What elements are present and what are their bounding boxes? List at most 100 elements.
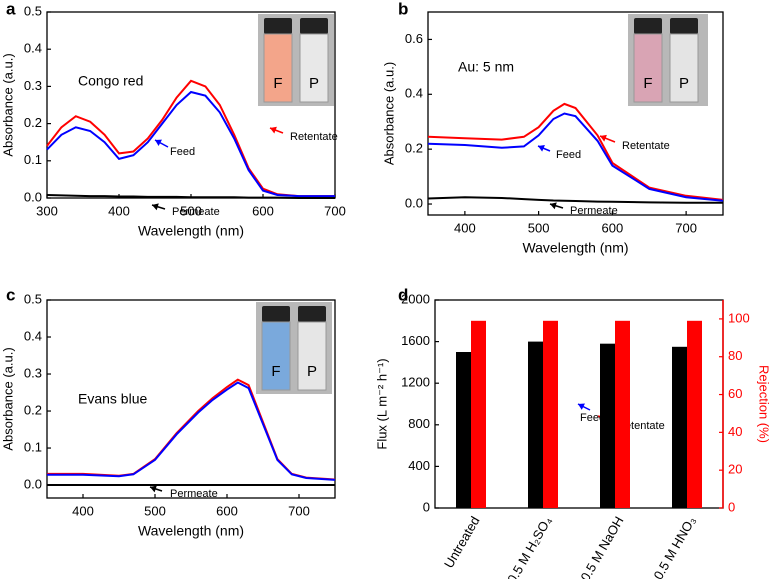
x-axis-title: Wavelength (nm) — [138, 523, 244, 539]
y-tick-label: 0.6 — [405, 31, 423, 46]
x-tick-label: 0.5 M H₂SO₄ — [504, 514, 554, 579]
x-tick-label: 700 — [675, 220, 697, 235]
y-axis-title: Absorbance (a.u.) — [0, 53, 15, 156]
y2-tick-label: 80 — [728, 348, 742, 363]
x-tick-label: 700 — [288, 503, 310, 518]
panel-label: d — [398, 285, 408, 304]
arrow-head — [152, 203, 159, 211]
y2-axis-title: Rejection (%) — [757, 365, 772, 443]
y-tick-label: 0.1 — [24, 152, 42, 167]
y-axis-title: Flux (L m⁻² h⁻¹) — [374, 358, 389, 449]
annotation: Au: 5 nm — [458, 59, 514, 75]
x-axis-title: Wavelength (nm) — [138, 223, 244, 239]
y-tick-label: 0.2 — [24, 402, 42, 417]
line-series — [427, 102, 724, 201]
y2-tick-label: 100 — [728, 310, 750, 325]
arrow-head — [600, 134, 607, 142]
arrow-head — [578, 403, 585, 410]
arrow-head — [550, 202, 557, 210]
bar — [615, 320, 630, 508]
y-tick-label: 1200 — [401, 375, 430, 390]
line-series — [427, 196, 723, 204]
x-tick-label: 300 — [36, 203, 58, 218]
y-axis-title: Absorbance (a.u.) — [0, 347, 15, 450]
series-label: Permeate — [570, 205, 618, 217]
x-tick-label: 0.5 M NaOH — [577, 514, 626, 579]
arrow-head — [150, 485, 157, 493]
y-tick-label: 0 — [423, 499, 430, 514]
panel-label: b — [398, 0, 408, 18]
arrow-head — [270, 126, 277, 134]
inset-label: P — [307, 363, 317, 380]
inset-label: P — [309, 75, 319, 92]
y-tick-label: 0.4 — [405, 86, 423, 101]
y-tick-label: 0.1 — [24, 439, 42, 454]
plot-frame — [46, 299, 336, 499]
bar — [543, 320, 558, 508]
y-tick-label: 800 — [408, 416, 430, 431]
y-tick-label: 0.2 — [24, 115, 42, 130]
x-tick-label: 600 — [252, 203, 274, 218]
x-tick-label: 400 — [454, 220, 476, 235]
y-tick-label: 2000 — [401, 291, 430, 306]
y-tick-label: 0.5 — [24, 291, 42, 306]
x-tick-label: 600 — [602, 220, 624, 235]
x-axis-title: Wavelength (nm) — [522, 240, 628, 256]
panel-label: a — [6, 0, 16, 18]
vial — [669, 33, 699, 103]
inset-label: F — [271, 363, 280, 380]
line-series — [46, 79, 335, 198]
line-series — [47, 381, 336, 481]
vial-cap — [264, 18, 292, 34]
vial-cap — [298, 306, 326, 322]
x-tick-label: 600 — [216, 503, 238, 518]
vial-cap — [670, 18, 698, 34]
x-tick-label: Untreated — [441, 514, 483, 571]
x-tick-label: 500 — [144, 503, 166, 518]
series-label: Retentate — [622, 140, 670, 152]
vial — [263, 33, 293, 103]
y-tick-label: 0.0 — [405, 195, 423, 210]
series-label: Permeate — [172, 206, 220, 218]
inset-label: F — [273, 75, 282, 92]
x-tick-label: 700 — [324, 203, 346, 218]
x-tick-label: 500 — [528, 220, 550, 235]
y-tick-label: 0.0 — [24, 476, 42, 491]
bar — [672, 346, 687, 508]
series-label: Feed — [170, 146, 195, 158]
y2-tick-label: 40 — [728, 424, 742, 439]
annotation: Evans blue — [78, 391, 147, 407]
bar — [687, 320, 702, 508]
bar — [528, 341, 543, 508]
y-tick-label: 0.3 — [24, 78, 42, 93]
vial-cap — [634, 18, 662, 34]
y-tick-label: 0.2 — [405, 141, 423, 156]
vial — [261, 321, 291, 391]
series-label: Feed — [580, 412, 605, 424]
vial — [299, 33, 329, 103]
y-tick-label: 0.4 — [24, 41, 42, 56]
inset-label: P — [679, 75, 689, 92]
bar — [600, 343, 615, 508]
bar — [456, 352, 471, 508]
line-series — [46, 90, 335, 198]
line-series — [427, 112, 724, 202]
y2-tick-label: 20 — [728, 462, 742, 477]
x-tick-label: 400 — [72, 503, 94, 518]
series-label: Retentate — [290, 131, 338, 143]
vial — [633, 33, 663, 103]
y-tick-label: 0.5 — [24, 3, 42, 18]
x-tick-label: 500 — [180, 203, 202, 218]
line-series — [46, 194, 335, 199]
x-tick-label: 0.5 M HNO₃ — [650, 514, 698, 579]
annotation: Congo red — [78, 73, 143, 89]
y2-tick-label: 0 — [728, 499, 735, 514]
y-axis-title: Absorbance (a.u.) — [381, 62, 396, 165]
y-tick-label: 0.3 — [24, 365, 42, 380]
x-tick-label: 400 — [108, 203, 130, 218]
plot-frame — [427, 11, 724, 216]
panel-label: c — [6, 285, 15, 304]
arrow-head — [155, 139, 162, 147]
y2-tick-label: 60 — [728, 386, 742, 401]
